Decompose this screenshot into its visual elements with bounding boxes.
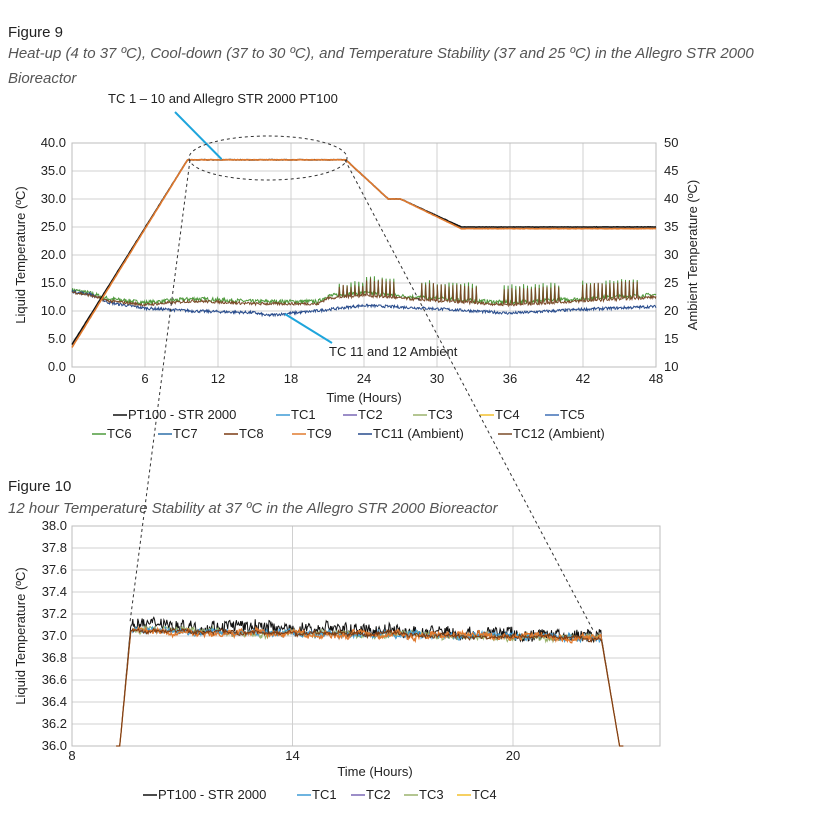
fig9-legend-label: TC6: [107, 426, 132, 441]
fig9-legend-label: TC3: [428, 407, 453, 422]
fig10-ytick-label: 36.0: [42, 738, 67, 753]
fig10-legend-label: TC1: [312, 787, 337, 802]
fig10-ytick-label: 36.2: [42, 716, 67, 731]
fig9-xtick-label: 42: [576, 371, 590, 386]
fig9-y2tick-label: 45: [664, 163, 678, 178]
fig9-annotation-ambient-pointer: [284, 313, 333, 344]
fig9-ytick-label: 5.0: [48, 331, 66, 346]
fig10-ytick-label: 38.0: [42, 518, 67, 533]
fig9-legend-label: TC5: [560, 407, 585, 422]
fig9-legend-label: TC4: [495, 407, 520, 422]
fig9-series-tc12-shadow-line: [71, 278, 657, 308]
fig9-y2tick-label: 15: [664, 331, 678, 346]
fig9-y2tick-label: 25: [664, 275, 678, 290]
fig9-x-axis-label: Time (Hours): [326, 390, 401, 405]
fig10-legend-label: PT100 - STR 2000: [158, 787, 266, 802]
fig10-ytick-label: 37.2: [42, 606, 67, 621]
fig9-y-axis-label: Liquid Temperature (ºC): [13, 186, 28, 323]
fig10-series-tc3-line: [116, 624, 624, 747]
fig10-xtick-label: 8: [68, 748, 75, 763]
fig9-series-tc11-ambient-line: [71, 289, 657, 318]
fig10-ytick-label: 37.6: [42, 562, 67, 577]
fig9-legend-label: PT100 - STR 2000: [128, 407, 236, 422]
fig10-ytick-label: 36.4: [42, 694, 67, 709]
figure9-chart: 0.0 5.0 10.0 15.0 20.0 25.0 30.0 35.0 40.0 0 6 12 18…: [13, 91, 700, 441]
zoom-connector-lines: [129, 159, 595, 633]
fig9-ytick-label: 25.0: [41, 219, 66, 234]
figure9-caption-line1: Heat-up (4 to 37 ºC), Cool-down (37 to 3…: [8, 45, 754, 62]
fig10-series-tc1-line: [116, 625, 624, 747]
fig9-annotation-tc1-10-pointer: [174, 111, 223, 160]
fig9-y2tick-label: 10: [664, 359, 678, 374]
fig9-ytick-label: 15.0: [41, 275, 66, 290]
fig9-plot-frame: [71, 142, 657, 368]
fig9-legend-label: TC8: [239, 426, 264, 441]
zoom-connector-left: [129, 159, 191, 623]
fig9-xtick-label: 12: [211, 371, 225, 386]
fig9-xtick-label: 24: [357, 371, 371, 386]
fig10-legend-label: TC2: [366, 787, 391, 802]
fig9-y2tick-label: 40: [664, 191, 678, 206]
fig10-xtick-label: 14: [285, 748, 299, 763]
fig10-legend-label: TC4: [472, 787, 497, 802]
fig10-series-tc8-line: [116, 626, 624, 747]
figure10-caption: 12 hour Temperature Stability at 37 ºC i…: [8, 500, 499, 517]
fig10-ytick-label: 37.0: [42, 628, 67, 643]
fig9-xtick-label: 36: [503, 371, 517, 386]
figure10-label: Figure 10: [8, 478, 71, 495]
fig10-legend-label: TC3: [419, 787, 444, 802]
fig9-ytick-label: 35.0: [41, 163, 66, 178]
fig9-zoom-ellipse: [188, 135, 348, 181]
fig9-y2tick-label: 20: [664, 303, 678, 318]
fig9-ytick-label: 0.0: [48, 359, 66, 374]
fig9-legend-label: TC11 (Ambient): [373, 426, 464, 441]
fig9-legend-label: TC9: [307, 426, 332, 441]
fig10-ytick-label: 36.6: [42, 672, 67, 687]
fig10-y-axis-label: Liquid Temperature (ºC): [13, 567, 28, 704]
fig10-plot-frame: [71, 525, 661, 747]
fig9-ytick-label: 30.0: [41, 191, 66, 206]
figure9-label: Figure 9: [8, 24, 63, 41]
figure9-caption-line2: Bioreactor: [8, 70, 77, 87]
fig9-ytick-label: 10.0: [41, 303, 66, 318]
fig10-xtick-label: 20: [506, 748, 520, 763]
fig10-x-axis-label: Time (Hours): [337, 764, 412, 779]
fig9-annotation-ambient: TC 11 and 12 Ambient: [329, 344, 458, 359]
fig9-ytick-label: 20.0: [41, 247, 66, 262]
fig9-y2tick-label: 30: [664, 247, 678, 262]
fig9-y2tick-label: 50: [664, 135, 678, 150]
zoom-connector-right: [344, 159, 595, 633]
fig9-y2tick-label: 35: [664, 219, 678, 234]
fig9-xtick-label: 48: [649, 371, 663, 386]
fig9-series-tc1-10-line: [71, 158, 657, 348]
figure10-chart: 36.0 36.2 36.4 36.6 36.8 37.0 37.2 37.4 37.6 37.8…: [13, 518, 661, 802]
fig9-xtick-label: 6: [141, 371, 148, 386]
fig9-y2-axis-label: Ambient Temperature (ºC): [685, 180, 700, 330]
fig9-legend-label: TC7: [173, 426, 198, 441]
fig10-series-tc9-line: [116, 625, 624, 747]
fig9-legend-label: TC12 (Ambient): [513, 426, 605, 441]
fig9-legend-label: TC1: [291, 407, 316, 422]
fig10-ytick-label: 37.8: [42, 540, 67, 555]
fig9-legend-label: TC2: [358, 407, 383, 422]
fig10-ytick-label: 37.4: [42, 584, 67, 599]
fig9-ytick-label: 40.0: [41, 135, 66, 150]
fig9-xtick-label: 0: [68, 371, 75, 386]
fig9-xtick-label: 18: [284, 371, 298, 386]
fig10-ytick-label: 36.8: [42, 650, 67, 665]
fig9-annotation-tc1-10: TC 1 – 10 and Allegro STR 2000 PT100: [108, 91, 338, 106]
fig9-xtick-label: 30: [430, 371, 444, 386]
